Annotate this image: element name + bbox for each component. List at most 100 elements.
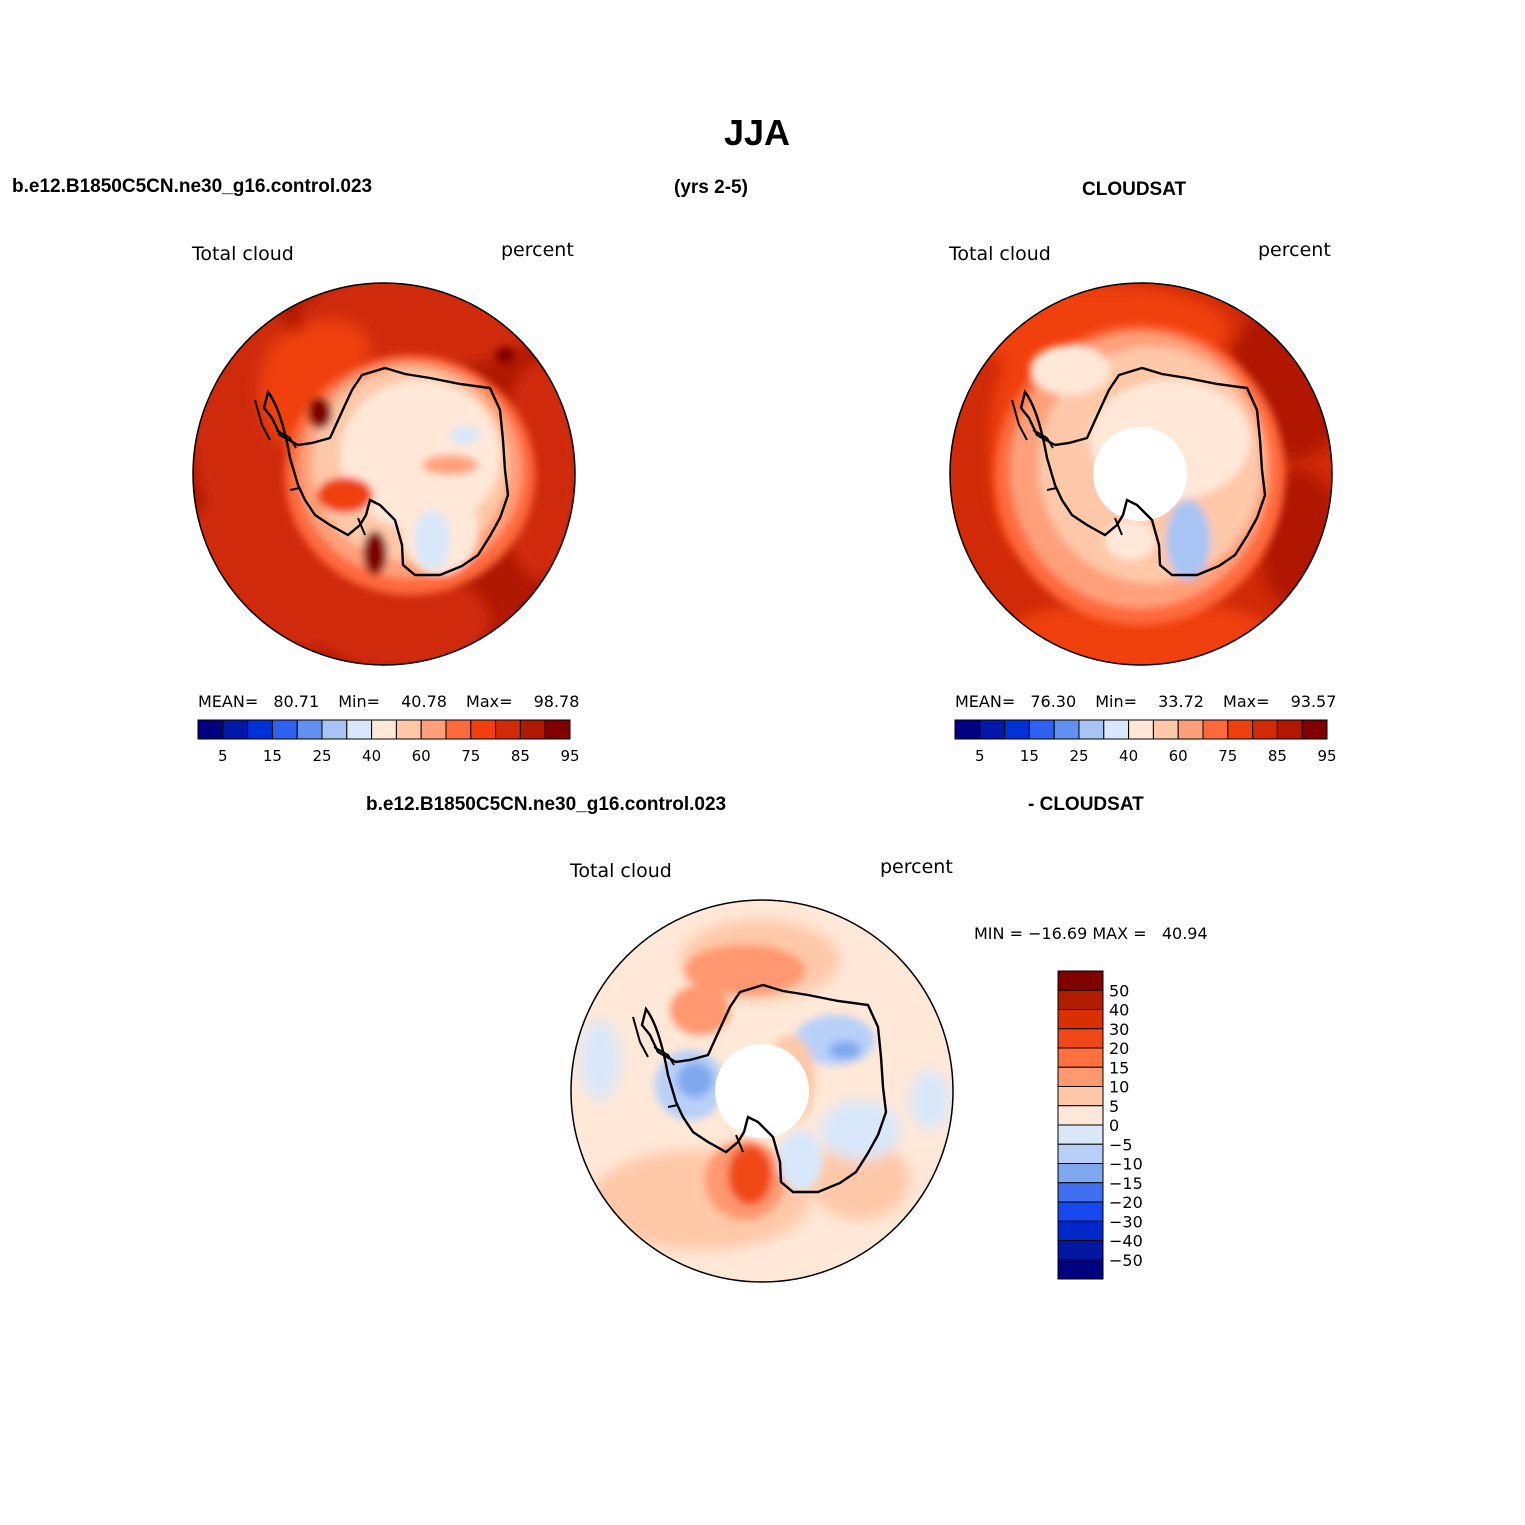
diff-colorbar-tick-label: −30 (1109, 1212, 1143, 1231)
diff-colorbar-tick-label: −5 (1109, 1135, 1133, 1154)
model-colorbar-tick-label: 40 (362, 747, 381, 765)
obs-colorbar-box (1152, 719, 1179, 740)
diff-colorbar-box (1057, 1143, 1104, 1164)
obs-colorbar-box (1128, 719, 1154, 740)
model-variable-label: Total cloud (192, 243, 294, 265)
diff-colorbar-box (1057, 1009, 1104, 1030)
model-colorbar-box (371, 719, 397, 740)
model-colorbar-tick-label: 85 (511, 747, 530, 765)
model-colorbar-box (420, 719, 447, 740)
model-colorbar-tick-label: 75 (461, 747, 480, 765)
model-colorbar-tick-label: 60 (412, 747, 431, 765)
model-min-label: Min= (338, 692, 381, 711)
model-colorbar-box (346, 719, 373, 740)
obs-colorbar-box (1028, 719, 1055, 740)
obs-mean-value: 76.30 (1030, 692, 1077, 711)
diff-colorbar-box (1057, 1240, 1104, 1261)
obs-colorbar-tick-label: 85 (1268, 747, 1287, 765)
diff-colorbar-tick-label: 20 (1109, 1039, 1129, 1058)
obs-colorbar-box (1202, 719, 1229, 740)
obs-colorbar-tick-label: 15 (1020, 747, 1039, 765)
obs-colorbar-tick-label: 40 (1119, 747, 1138, 765)
diff-colorbar-tick-label: −50 (1109, 1251, 1143, 1270)
diff-colorbar-tick-label: 10 (1109, 1078, 1129, 1097)
model-colorbar-box (470, 719, 497, 740)
diff-variable-label: Total cloud (570, 860, 672, 882)
obs-colorbar-box (1301, 719, 1328, 740)
obs-colorbar-tick-label: 25 (1069, 747, 1088, 765)
obs-colorbar-box (1004, 719, 1030, 740)
obs-variable-label: Total cloud (949, 243, 1051, 265)
obs-mean-label: MEAN= (955, 692, 1016, 711)
obs-colorbar-box (954, 719, 981, 740)
obs-colorbar-tick-label: 75 (1218, 747, 1237, 765)
model-colorbar-box (445, 719, 472, 740)
diff-colorbar-tick-label: 40 (1109, 1001, 1129, 1020)
obs-colorbar-box (1103, 719, 1130, 740)
diff-colorbar-box (1057, 1182, 1104, 1203)
obs-colorbar-box (1227, 719, 1254, 740)
model-colorbar-tick-label: 15 (263, 747, 282, 765)
obs-colorbar-box (1078, 719, 1105, 740)
model-colorbar: 5 15 25 40 60 75 85 95 (197, 719, 580, 765)
model-colorbar-tick-label: 5 (218, 747, 228, 765)
model-mean-label: MEAN= (198, 692, 259, 711)
obs-stats: MEAN= 76.30 Min= 33.72 Max= 93.57 (955, 692, 1336, 711)
diff-colorbar-tick-label: 5 (1109, 1097, 1119, 1116)
left-case-header: b.e12.B1850C5CN.ne30_g16.control.023 (12, 176, 373, 197)
diff-colorbar-tick-label: 0 (1109, 1116, 1119, 1135)
diff-case-header: b.e12.B1850C5CN.ne30_g16.control.023 (366, 794, 727, 815)
diff-colorbar-box (1057, 970, 1104, 991)
obs-colorbar-box (1053, 719, 1080, 740)
model-min-value: 40.78 (401, 692, 447, 711)
diff-colorbar-box (1057, 989, 1104, 1010)
model-max-value: 98.78 (533, 692, 580, 711)
obs-colorbar-tick-label: 5 (975, 747, 985, 765)
model-stats: MEAN= 80.71 Min= 40.78 Max= 98.78 (198, 692, 579, 711)
diff-minmax: MIN = −16.69 MAX = 40.94 (974, 924, 1208, 943)
diff-colorbar-tick-label: −20 (1109, 1193, 1143, 1212)
diff-colorbar-box (1057, 1105, 1104, 1126)
diff-colorbar-box (1057, 1201, 1104, 1222)
diff-colorbar-box (1057, 1028, 1104, 1049)
diff-colorbar-box (1057, 1086, 1104, 1107)
diff-colorbar-box (1057, 1124, 1104, 1145)
model-colorbar-box (544, 719, 571, 740)
model-colorbar-box (197, 719, 224, 740)
model-colorbar-box (321, 719, 348, 740)
diff-colorbar-tick-label: 15 (1109, 1058, 1129, 1077)
right-obs-header: CLOUDSAT (1082, 179, 1187, 200)
diff-map (570, 899, 954, 1283)
diff-colorbar-box (1057, 1259, 1104, 1280)
model-colorbar-box (271, 719, 298, 740)
model-mean-value: 80.71 (273, 692, 320, 711)
obs-colorbar: 5 15 25 40 60 75 85 95 (954, 719, 1337, 765)
obs-map (949, 282, 1333, 666)
obs-colorbar-tick-label: 60 (1169, 747, 1188, 765)
diff-colorbar-tick-label: −15 (1109, 1174, 1143, 1193)
years-header: (yrs 2-5) (674, 177, 748, 198)
model-colorbar-box (296, 719, 323, 740)
obs-max-value: 93.57 (1290, 692, 1337, 711)
diff-colorbar-box (1057, 1066, 1104, 1087)
model-map (192, 282, 576, 666)
diff-colorbar-box (1057, 1047, 1104, 1068)
diff-obs-header: - CLOUDSAT (1028, 794, 1144, 815)
obs-min-value: 33.72 (1158, 692, 1204, 711)
model-colorbar-box (222, 719, 249, 740)
obs-units-label: percent (1258, 239, 1331, 261)
diff-colorbar-box (1057, 1220, 1104, 1241)
obs-colorbar-box (1276, 719, 1303, 740)
model-units-label: percent (501, 239, 574, 261)
obs-colorbar-tick-label: 95 (1317, 747, 1336, 765)
model-colorbar-box (495, 719, 521, 740)
obs-colorbar-box (1252, 719, 1278, 740)
model-colorbar-box (395, 719, 422, 740)
obs-max-label: Max= (1223, 692, 1270, 711)
model-colorbar-box (519, 719, 546, 740)
obs-colorbar-box (1177, 719, 1204, 740)
obs-min-label: Min= (1095, 692, 1138, 711)
diff-colorbar-tick-label: 30 (1109, 1020, 1129, 1039)
